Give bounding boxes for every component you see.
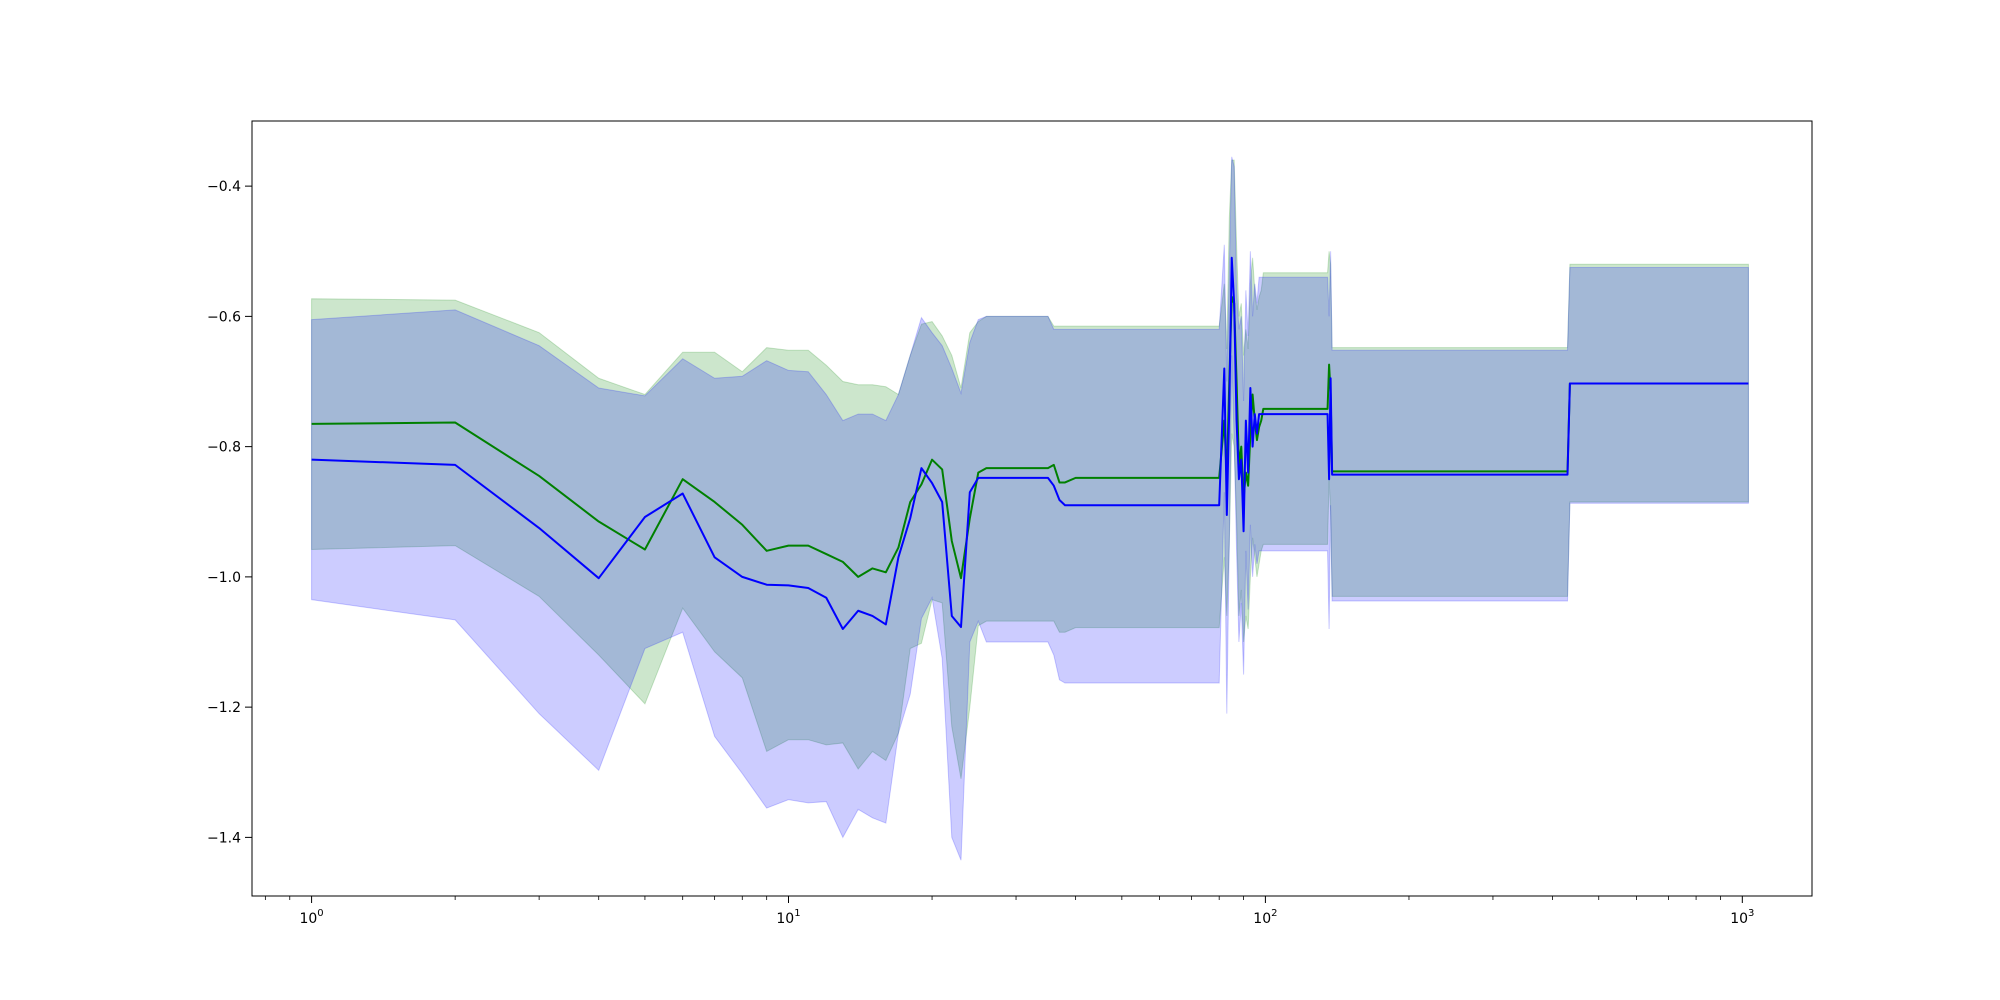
x-tick-label: 100 <box>299 908 323 927</box>
band-series-1 <box>311 159 1749 779</box>
line-series-2 <box>311 256 1749 630</box>
y-tick-label: −1.0 <box>207 570 241 586</box>
y-tick-label: −1.4 <box>207 830 241 846</box>
x-tick-label: 103 <box>1730 908 1754 927</box>
y-tick-label: −0.4 <box>207 179 241 195</box>
line-series-1 <box>311 295 1749 580</box>
x-tick-label: 102 <box>1253 908 1277 927</box>
x-tick-label: 101 <box>776 908 800 927</box>
y-tick-label: −0.6 <box>207 309 241 325</box>
band-series-2 <box>311 156 1749 861</box>
plot-frame <box>251 120 1813 897</box>
y-axis: −0.4 −0.6 −0.8 −1.0 −1.2 −1.4 <box>207 179 252 846</box>
series-lines <box>311 256 1749 630</box>
confidence-bands <box>311 156 1749 861</box>
x-axis: 100 101 102 103 <box>264 896 1754 927</box>
y-tick-label: −1.2 <box>207 700 241 716</box>
y-tick-label: −0.8 <box>207 440 241 456</box>
